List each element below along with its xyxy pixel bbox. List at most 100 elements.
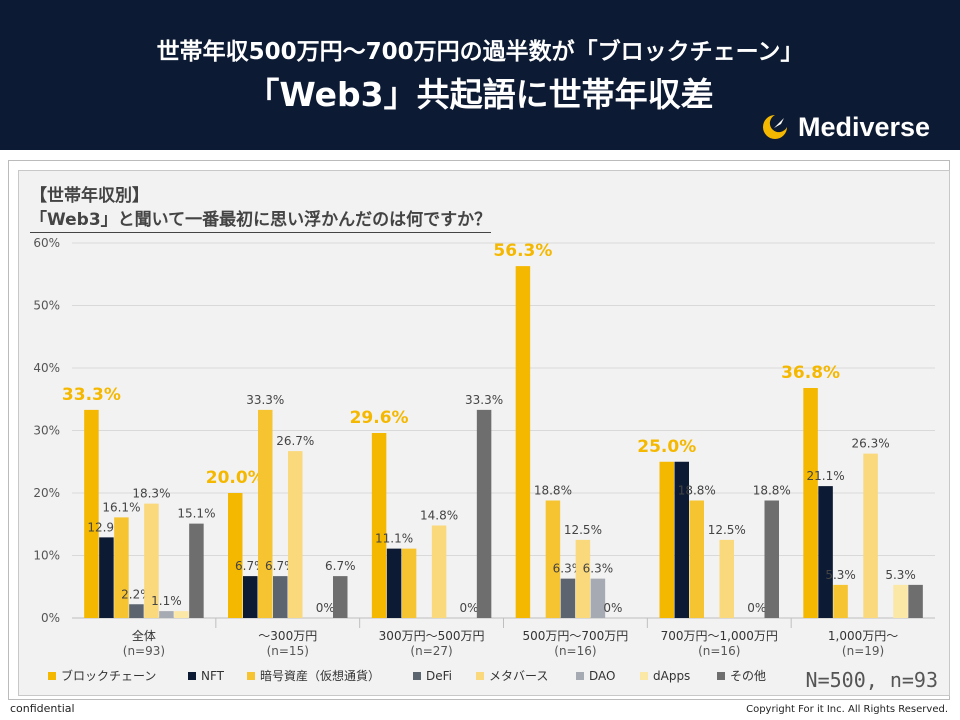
data-label-0-4: 18.3% [132,487,170,501]
data-label-1-1: 6.7% [235,559,266,573]
legend-label-0: ブロックチェーン [61,668,156,683]
data-label-5-1: 21.1% [807,469,845,483]
category-n-label-0: (n=93) [123,644,165,658]
mediverse-logo: Mediverse [760,110,930,144]
bar-2-1 [386,548,402,618]
bar-2-0 [371,433,387,618]
bar-0-3 [129,604,144,618]
y-tick-label-5: 50% [33,299,60,313]
y-tick-label-0: 0% [41,611,60,625]
bar-0-7 [189,523,204,618]
legend-swatch-5 [576,672,584,680]
bar-5-2 [833,584,848,618]
bar-0-5 [159,611,174,618]
data-label-3-0: 56.3% [493,241,552,261]
legend-swatch-4 [476,672,484,680]
bar-4-1 [674,461,689,618]
bar-2-2 [401,548,417,618]
bar-4-0 [659,461,674,618]
bar-3-3 [560,578,576,618]
title-line-1: 世帯年収500万円〜700万円の過半数が「ブロックチェーン」 [156,39,804,65]
data-label-0-0: 33.3% [62,385,121,405]
bar-1-0 [228,493,243,618]
data-label-5-6: 5.3% [885,568,916,582]
category-label-2: 300万円〜500万円 [379,629,485,643]
bar-5-4 [863,453,878,618]
y-tick-label-2: 20% [33,486,60,500]
category-n-label-1: (n=15) [267,644,309,658]
y-tick-label-3: 30% [33,424,60,438]
legend-swatch-2 [247,672,255,680]
rocket-moon-icon [763,115,787,139]
data-label-0-7: 15.1% [177,507,215,521]
bar-3-2 [545,500,561,618]
bar-3-5 [590,578,606,618]
logo-text: Mediverse [798,111,931,142]
data-label-1-7: 6.7% [325,559,356,573]
title-line-2: 「Web3」共起語に世帯年収差 [246,75,714,114]
copyright-text: Copyright For it Inc. All Rights Reserve… [746,704,948,715]
chart-subtitle-category: 【世帯年収別】 [30,186,149,206]
bar-4-4 [719,539,734,618]
data-label-1-6: 0% [316,601,335,615]
category-label-1: 〜300万円 [258,629,317,643]
bar-4-7 [764,500,779,618]
bar-0-6 [174,611,189,618]
data-label-4-0: 25.0% [637,437,696,457]
data-label-0-2: 16.1% [102,500,140,514]
category-n-label-3: (n=16) [554,644,596,658]
data-label-3-2: 18.8% [534,484,572,498]
bar-3-4 [575,539,591,618]
data-label-1-4: 26.7% [276,434,314,448]
data-label-2-1: 11.1% [375,532,413,546]
bar-1-1 [243,576,258,618]
data-label-2-4: 14.8% [420,509,458,523]
category-label-0: 全体 [132,628,156,643]
bar-0-2 [114,517,129,618]
data-label-2-6: 0% [460,601,479,615]
bar-0-0 [84,409,99,618]
confidential-label: confidential [10,702,75,715]
data-label-0-5: 1.1% [151,594,182,608]
header-banner: 世帯年収500万円〜700万円の過半数が「ブロックチェーン」 「Web3」共起語… [0,0,960,150]
data-label-1-3: 6.7% [265,559,296,573]
data-label-3-3: 6.3% [553,562,584,576]
data-label-4-6: 0% [747,601,766,615]
bar-1-4 [288,451,303,618]
legend-swatch-0 [48,672,56,680]
legend-label-4: メタバース [489,669,548,683]
data-label-5-0: 36.8% [781,363,840,383]
bar-2-4 [431,525,447,618]
bar-1-3 [273,576,288,618]
category-label-5: 1,000万円〜 [828,629,898,643]
category-n-label-2: (n=27) [410,644,452,658]
data-label-3-5: 6.3% [583,562,614,576]
y-tick-label-4: 40% [33,361,60,375]
data-label-2-7: 33.3% [465,393,503,407]
bar-3-0 [515,266,531,618]
data-label-5-4: 26.3% [852,437,890,451]
bar-5-6 [893,584,908,618]
data-label-3-6: 0% [603,601,622,615]
legend-swatch-1 [188,672,196,680]
data-label-5-2: 5.3% [825,568,856,582]
legend-label-5: DAO [589,669,615,683]
bar-5-7 [908,584,923,618]
category-label-3: 500万円〜700万円 [523,629,629,643]
y-tick-label-6: 60% [33,236,60,250]
category-n-label-4: (n=16) [698,644,740,658]
legend-swatch-6 [640,672,648,680]
data-label-2-0: 29.6% [350,408,409,428]
chart-question: 「Web3」と聞いて一番最初に思い浮かんだのは何ですか？ [30,205,492,233]
bar-1-2 [258,409,273,618]
data-label-1-2: 33.3% [246,393,284,407]
data-label-4-7: 18.8% [753,484,791,498]
data-label-1-0: 20.0% [206,468,265,488]
data-label-0-3: 2.2% [121,587,152,601]
data-label-4-4: 12.5% [708,523,746,537]
sample-size-note: N=500, n=93 [805,668,938,692]
legend-label-3: DeFi [426,669,452,683]
bar-5-1 [818,486,833,618]
bar-4-2 [689,500,704,618]
